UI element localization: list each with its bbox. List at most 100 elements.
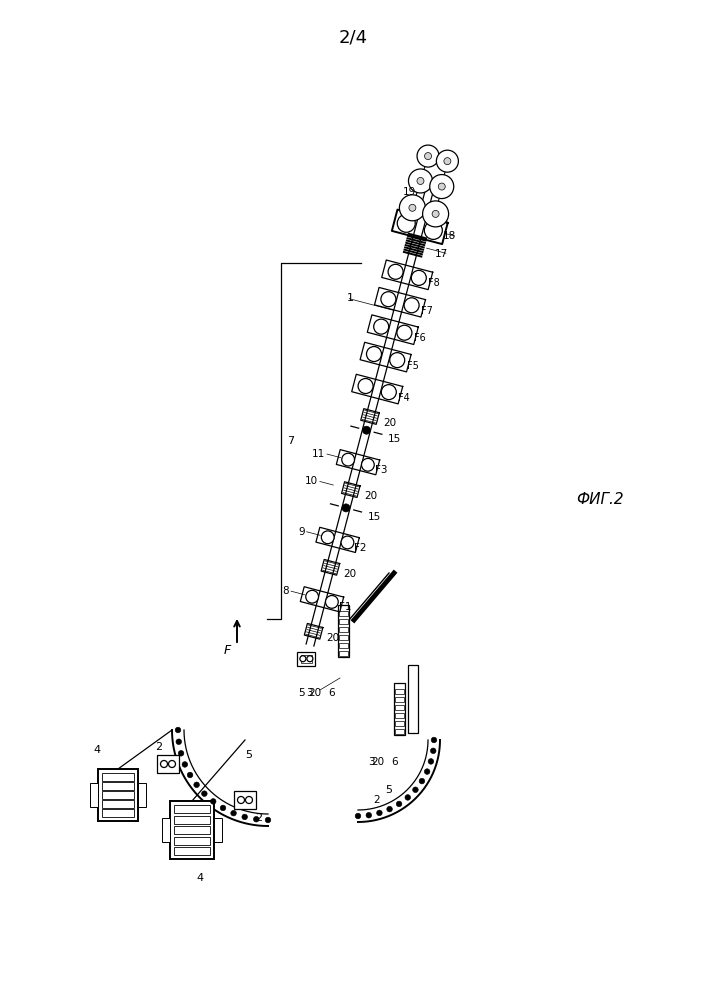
Circle shape [431,748,436,754]
Bar [102,800,134,808]
Text: F1: F1 [339,602,351,612]
Bar [395,713,404,718]
Circle shape [413,787,419,793]
Text: F8: F8 [428,278,440,288]
Text: 20: 20 [344,569,356,579]
Circle shape [211,799,216,804]
Circle shape [168,760,175,768]
Text: 7: 7 [287,436,294,446]
Circle shape [307,656,313,662]
Circle shape [409,169,433,193]
Text: 20: 20 [308,688,321,698]
Text: 4: 4 [93,745,100,755]
Text: 1: 1 [347,293,354,303]
Circle shape [424,153,431,160]
Bar [298,652,315,666]
Text: 6: 6 [392,757,398,767]
Bar [102,791,134,799]
Circle shape [428,759,433,764]
Circle shape [404,298,419,313]
Circle shape [377,810,382,816]
Text: 3: 3 [306,688,313,698]
Text: F4: F4 [398,393,410,403]
Circle shape [201,791,207,796]
Circle shape [230,810,236,816]
Circle shape [175,727,181,733]
Bar [395,697,404,702]
Bar [175,826,209,834]
Bar [300,655,312,663]
Text: F6: F6 [414,333,426,343]
Circle shape [423,201,449,227]
Bar [395,689,404,694]
Bar [175,836,209,844]
Circle shape [366,812,372,818]
Text: 18: 18 [443,231,457,241]
Circle shape [182,762,187,767]
Text: 3: 3 [368,757,375,767]
Bar [102,773,134,781]
Circle shape [399,195,426,221]
Circle shape [265,817,271,823]
Bar [339,635,348,640]
Circle shape [417,145,439,167]
Circle shape [419,778,425,784]
Text: 5: 5 [298,688,305,698]
Bar [339,619,348,624]
Text: 6: 6 [328,688,335,698]
Text: F5: F5 [407,361,419,371]
Circle shape [397,214,415,232]
Bar [157,755,179,773]
Circle shape [363,426,370,434]
Bar [90,783,98,807]
Bar [234,791,256,809]
Bar [138,783,146,807]
Bar [339,651,348,656]
Circle shape [245,796,252,804]
Circle shape [305,590,319,603]
Bar [395,705,404,710]
Circle shape [432,210,439,217]
Bar [162,818,170,842]
Circle shape [342,504,350,512]
Circle shape [424,221,443,239]
Circle shape [436,150,458,172]
Text: F: F [223,644,230,656]
Bar [102,809,134,817]
Circle shape [411,270,426,285]
Text: 17: 17 [435,249,448,259]
Text: 2: 2 [255,813,262,823]
Text: 5: 5 [245,750,252,760]
Text: 4: 4 [197,873,204,883]
Circle shape [431,737,437,743]
Text: F2: F2 [354,543,367,553]
Circle shape [160,760,168,768]
Circle shape [381,385,397,400]
Circle shape [187,772,193,778]
Text: 19: 19 [403,187,416,197]
Bar [395,729,404,734]
Bar [175,805,209,813]
Bar [214,818,222,842]
Bar [339,627,348,632]
Circle shape [366,347,382,362]
Bar [175,847,209,855]
Circle shape [381,292,396,307]
Circle shape [405,795,411,800]
Circle shape [341,453,354,466]
Bar [102,782,134,790]
Text: 15: 15 [388,434,401,444]
Circle shape [220,805,226,811]
Circle shape [325,596,338,608]
Text: F7: F7 [421,306,433,316]
Circle shape [176,739,182,745]
Circle shape [409,204,416,211]
Text: 2: 2 [155,742,162,752]
Circle shape [390,353,404,368]
Bar [394,683,405,735]
Bar [408,665,418,733]
Circle shape [178,750,184,756]
Bar [338,605,349,657]
Text: 20: 20 [371,757,384,767]
Circle shape [430,175,454,199]
